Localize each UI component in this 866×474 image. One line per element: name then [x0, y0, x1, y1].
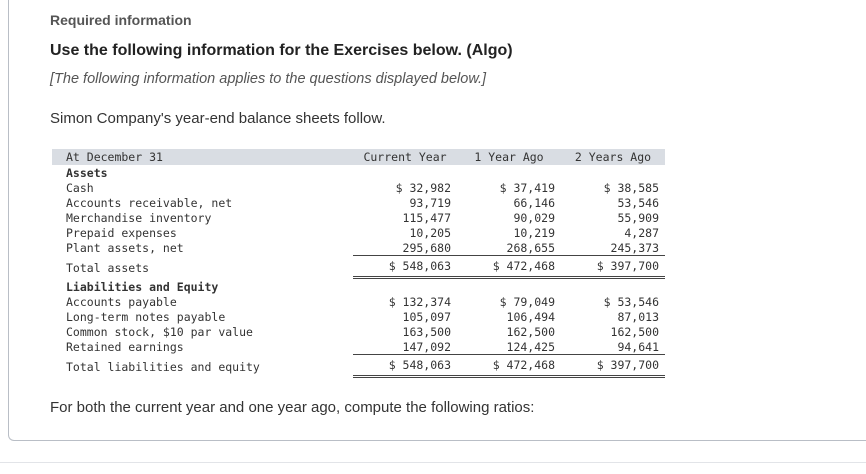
- table-row: Merchandise inventory 115,477 90,029 55,909: [52, 210, 665, 225]
- cell-value: 53,546: [617, 195, 659, 210]
- table-row: Liabilities and Equity: [52, 279, 665, 294]
- row-label: Accounts payable: [66, 294, 177, 309]
- table-row: Accounts payable $ 132,374 $ 79,049 $ 53,54…: [52, 294, 665, 309]
- cell-value: $ 472,468: [457, 256, 561, 279]
- table-row: Plant assets, net 295,680 268,655 245,373: [52, 240, 665, 256]
- cell-value: 106,494: [506, 309, 555, 324]
- cell-value: 163,500: [402, 324, 451, 339]
- cell-value: 10,219: [513, 225, 555, 240]
- table-row: Cash $ 32,982 $ 37,419 $ 38,585: [52, 180, 665, 195]
- row-label: Liabilities and Equity: [66, 279, 219, 294]
- table-row: Prepaid expenses 10,205 10,219 4,287: [52, 225, 665, 240]
- row-label: Merchandise inventory: [66, 210, 212, 225]
- cell-value: 295,680: [353, 240, 457, 256]
- cell-value: 10,205: [409, 225, 451, 240]
- cell-value: $ 38,585: [603, 180, 659, 195]
- column-header: 1 Year Ago: [457, 149, 561, 165]
- cell-value: 124,425: [457, 339, 561, 355]
- cell-value: $ 397,700: [561, 256, 665, 279]
- cell-value: $ 32,982: [395, 180, 451, 195]
- section-label: Required information: [50, 12, 192, 28]
- cell-value: $ 548,063: [353, 256, 457, 279]
- table-row: Common stock, $10 par value 163,500 162,50…: [52, 324, 665, 339]
- row-label: Long-term notes payable: [66, 309, 226, 324]
- table-row: Retained earnings 147,092 124,425 94,641: [52, 339, 665, 355]
- cell-value: $ 472,468: [457, 355, 561, 378]
- instructions: For both the current year and one year a…: [50, 399, 535, 416]
- cell-value: $ 37,419: [499, 180, 555, 195]
- cell-value: 87,013: [617, 309, 659, 324]
- cell-value: $ 397,700: [561, 355, 665, 378]
- cell-value: 162,500: [506, 324, 555, 339]
- column-header: Current Year: [353, 149, 457, 165]
- row-label: Common stock, $10 par value: [66, 324, 253, 339]
- cell-value: $ 79,049: [499, 294, 555, 309]
- cell-value: 93,719: [409, 195, 451, 210]
- cell-value: $ 53,546: [603, 294, 659, 309]
- divider: [0, 462, 866, 463]
- row-label: Assets: [66, 165, 108, 180]
- note: [The following information applies to th…: [50, 71, 487, 87]
- row-label: Prepaid expenses: [66, 225, 177, 240]
- title: Use the following information for the Ex…: [50, 42, 513, 59]
- column-header: At December 31: [52, 149, 353, 165]
- cell-value: 94,641: [561, 339, 665, 355]
- cell-value: 162,500: [610, 324, 659, 339]
- column-header: 2 Years Ago: [561, 149, 665, 165]
- intro: Simon Company's year-end balance sheets …: [50, 110, 386, 127]
- cell-value: $ 548,063: [353, 355, 457, 378]
- balance-sheet: At December 31 Current Year 1 Year Ago 2 Ye…: [52, 149, 665, 378]
- table-row: Total assets $ 548,063 $ 472,468 $ 397,700: [52, 256, 665, 279]
- table-row: Accounts receivable, net 93,719 66,146 53,5…: [52, 195, 665, 210]
- row-label: Plant assets, net: [66, 241, 184, 255]
- panel-frame: [8, 0, 866, 441]
- cell-value: 4,287: [624, 225, 659, 240]
- row-label: Cash: [66, 180, 94, 195]
- table-row: Long-term notes payable 105,097 106,494 87,…: [52, 309, 665, 324]
- cell-value: 115,477: [402, 210, 451, 225]
- cell-value: 147,092: [353, 339, 457, 355]
- cell-value: 55,909: [617, 210, 659, 225]
- row-label: Retained earnings: [66, 340, 184, 354]
- row-label: Accounts receivable, net: [66, 195, 233, 210]
- cell-value: 66,146: [513, 195, 555, 210]
- cell-value: 245,373: [561, 240, 665, 256]
- table-row: Assets: [52, 165, 665, 180]
- cell-value: 90,029: [513, 210, 555, 225]
- table-row: Total liabilities and equity $ 548,063 $ 4…: [52, 355, 665, 378]
- cell-value: $ 132,374: [388, 294, 451, 309]
- cell-value: 105,097: [402, 309, 451, 324]
- cell-value: 268,655: [457, 240, 561, 256]
- row-label: Total assets: [66, 260, 150, 275]
- row-label: Total liabilities and equity: [66, 359, 260, 374]
